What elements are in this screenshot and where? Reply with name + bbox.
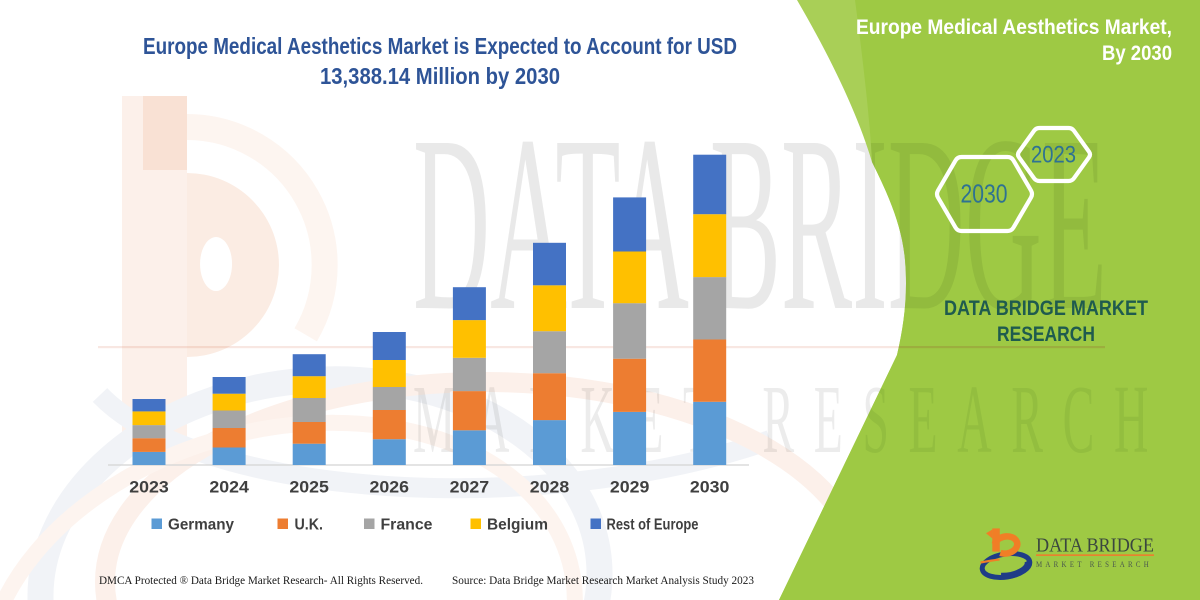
svg-text:Europe Medical Aesthetics Mark: Europe Medical Aesthetics Market, [856, 16, 1172, 39]
svg-text:MARKET RESEARCH: MARKET RESEARCH [1036, 560, 1152, 569]
svg-text:Belgium: Belgium [487, 517, 548, 534]
svg-text:U.K.: U.K. [295, 517, 324, 534]
svg-text:2028: 2028 [530, 478, 570, 497]
svg-text:2027: 2027 [450, 478, 490, 497]
svg-text:DMCA Protected ® Data Bridge M: DMCA Protected ® Data Bridge Market Rese… [99, 573, 423, 587]
svg-text:2025: 2025 [289, 478, 329, 497]
svg-text:By 2030: By 2030 [1102, 42, 1172, 65]
svg-text:Rest of Europe: Rest of Europe [607, 517, 699, 534]
svg-text:2029: 2029 [610, 478, 650, 497]
svg-text:13,388.14 Million by 2030: 13,388.14 Million by 2030 [320, 63, 560, 89]
svg-text:DATA BRIDGE: DATA BRIDGE [1036, 535, 1154, 557]
svg-text:2026: 2026 [370, 478, 410, 497]
svg-text:Europe Medical Aesthetics Mark: Europe Medical Aesthetics Market is Expe… [143, 33, 737, 59]
svg-text:2030: 2030 [690, 478, 730, 497]
svg-text:2023: 2023 [129, 478, 169, 497]
svg-text:Germany: Germany [168, 517, 234, 534]
svg-text:DATA BRIDGE MARKET: DATA BRIDGE MARKET [944, 296, 1148, 320]
svg-text:2023: 2023 [1031, 142, 1076, 169]
svg-text:2024: 2024 [209, 478, 249, 497]
svg-text:France: France [381, 517, 433, 534]
svg-text:RESEARCH: RESEARCH [997, 322, 1095, 346]
svg-text:2030: 2030 [961, 179, 1008, 209]
svg-text:Source: Data Bridge Market Res: Source: Data Bridge Market Research Mark… [452, 573, 754, 587]
